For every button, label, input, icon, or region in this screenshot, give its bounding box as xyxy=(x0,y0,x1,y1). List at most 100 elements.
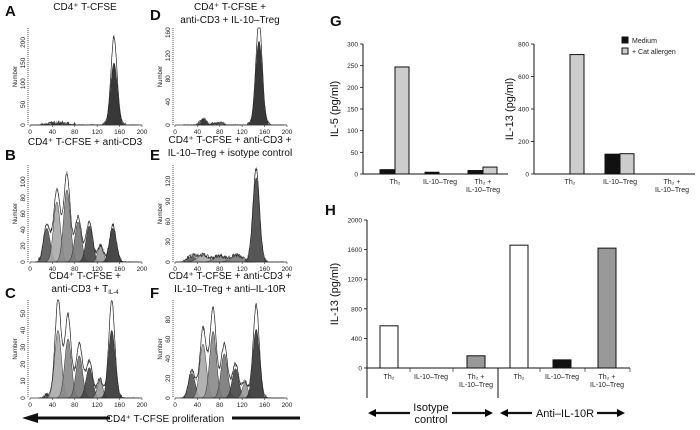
title-text: IL-10–Treg + isotype control xyxy=(168,148,292,159)
title-text: IL-10–Treg + anti–IL-10R xyxy=(174,284,286,295)
category-label: Th₂ xyxy=(384,374,395,381)
y-tick-label: 60 xyxy=(20,210,27,218)
histogram-outline xyxy=(183,166,285,263)
panel-letter: F xyxy=(150,285,159,302)
proliferation-label: CD4⁺ T-CFSE proliferation xyxy=(106,414,224,425)
y-tick-label: 20 xyxy=(165,374,172,382)
category-label: Th₂ xyxy=(565,179,576,186)
category-label: Th₂ + xyxy=(475,179,492,186)
y-axis-label: Number xyxy=(158,203,164,224)
y-tick-label: 120 xyxy=(165,50,172,61)
x-tick-label: 0 xyxy=(28,129,32,136)
panel-title: anti-CD3 + TIL-4 xyxy=(51,284,119,296)
y-tick-label: 1600 xyxy=(348,247,363,254)
x-tick-label: 0 xyxy=(173,129,177,136)
y-tick-label: 0 xyxy=(20,123,27,127)
group-label: Anti–IL-10R xyxy=(536,408,594,420)
y-tick-label: 800 xyxy=(518,42,529,49)
x-tick-label: 40 xyxy=(49,402,57,409)
y-tick-label: 2000 xyxy=(348,218,363,225)
y-axis-label: Number xyxy=(158,338,164,359)
arrow-right-icon xyxy=(617,409,625,417)
y-tick-label: 80 xyxy=(165,75,172,83)
y-tick-label: 0 xyxy=(354,172,358,179)
panel-letter: A xyxy=(5,3,16,20)
y-axis-label: IL-13 (pg/ml) xyxy=(329,263,341,325)
group-label: control xyxy=(414,414,447,426)
bar xyxy=(466,355,486,369)
histogram-panel-f xyxy=(172,300,288,400)
legend-swatch xyxy=(621,47,629,55)
y-tick-label: 250 xyxy=(347,63,358,70)
bar-cat-allergen xyxy=(569,54,585,175)
x-tick-label: 200 xyxy=(137,129,148,136)
histogram-panel-b xyxy=(27,165,143,264)
y-tick-label: 800 xyxy=(351,306,362,313)
y-tick-label: 600 xyxy=(518,74,529,81)
x-tick-label: 80 xyxy=(216,266,224,273)
generation-peak xyxy=(244,329,269,399)
x-tick-label: 80 xyxy=(71,129,79,136)
arrow-left-icon xyxy=(500,409,508,417)
panel-letter: G xyxy=(330,13,342,30)
panel-title: CD4⁺ T-CFSE + anti-CD3 xyxy=(28,137,143,148)
y-axis-label: Number xyxy=(13,338,19,359)
y-tick-label: 100 xyxy=(20,78,27,89)
title-text: CD4⁺ T-CFSE + anti-CD3 + xyxy=(169,271,292,282)
histogram-outline xyxy=(183,27,285,127)
y-tick-label: 30 xyxy=(165,238,172,246)
bar-medium xyxy=(467,170,483,175)
generation-peak xyxy=(99,330,124,399)
bar-medium xyxy=(424,171,440,175)
y-tick-label: 200 xyxy=(518,139,529,146)
y-tick-label: 40 xyxy=(165,98,172,106)
histogram-outline xyxy=(183,303,285,399)
panel-letter: B xyxy=(5,147,16,164)
histogram-outline xyxy=(38,36,140,126)
x-tick-label: 160 xyxy=(114,129,125,136)
y-axis-label: IL-13 (pg/ml) xyxy=(504,78,516,140)
category-label: IL-10–Treg xyxy=(459,382,493,389)
histogram-panel-e xyxy=(172,165,288,264)
bar-cat-allergen xyxy=(394,66,410,175)
title-text: CD4⁺ T-CFSE xyxy=(53,2,117,13)
y-tick-label: 300 xyxy=(347,42,358,49)
histogram-outline xyxy=(38,173,140,263)
bar-medium xyxy=(379,169,395,175)
y-tick-label: 0 xyxy=(20,260,27,264)
y-tick-label: 0 xyxy=(20,396,27,400)
panel-title: IL-10–Treg + isotype control xyxy=(168,148,292,159)
y-tick-label: 150 xyxy=(347,107,358,114)
y-tick-label: 150 xyxy=(20,57,27,68)
y-tick-label: 50 xyxy=(351,150,359,157)
y-tick-label: 120 xyxy=(165,175,172,186)
histogram-outline xyxy=(183,27,285,127)
title-subscript: IL-4 xyxy=(108,290,119,296)
y-tick-label: 1200 xyxy=(348,277,363,284)
y-tick-label: 100 xyxy=(20,176,27,187)
bar-medium xyxy=(604,153,620,175)
y-tick-label: 0 xyxy=(165,123,172,127)
generation-peak xyxy=(246,41,272,126)
bar xyxy=(509,244,529,369)
x-tick-label: 160 xyxy=(259,129,270,136)
x-tick-label: 120 xyxy=(92,402,103,409)
arrow-left-icon xyxy=(368,409,376,417)
x-tick-label: 40 xyxy=(194,266,202,273)
category-label: IL-10–Treg xyxy=(545,374,579,381)
panel-letter: C xyxy=(5,285,16,302)
category-label: IL-10–Treg xyxy=(414,374,448,381)
y-axis-label: Number xyxy=(158,66,164,87)
histogram-outline xyxy=(38,34,140,127)
x-tick-label: 120 xyxy=(92,129,103,136)
x-tick-label: 40 xyxy=(49,266,57,273)
title-text: CD4⁺ T-CFSE + anti-CD3 + xyxy=(169,135,292,146)
title-text: anti-CD3 + IL-10–Treg xyxy=(180,15,279,26)
x-tick-label: 40 xyxy=(194,402,202,409)
x-tick-label: 40 xyxy=(49,129,57,136)
category-label: Th₂ xyxy=(390,179,401,186)
histogram-outline xyxy=(183,168,285,263)
y-tick-label: 0 xyxy=(525,172,529,179)
y-tick-label: 80 xyxy=(165,316,172,324)
bar xyxy=(552,359,572,369)
